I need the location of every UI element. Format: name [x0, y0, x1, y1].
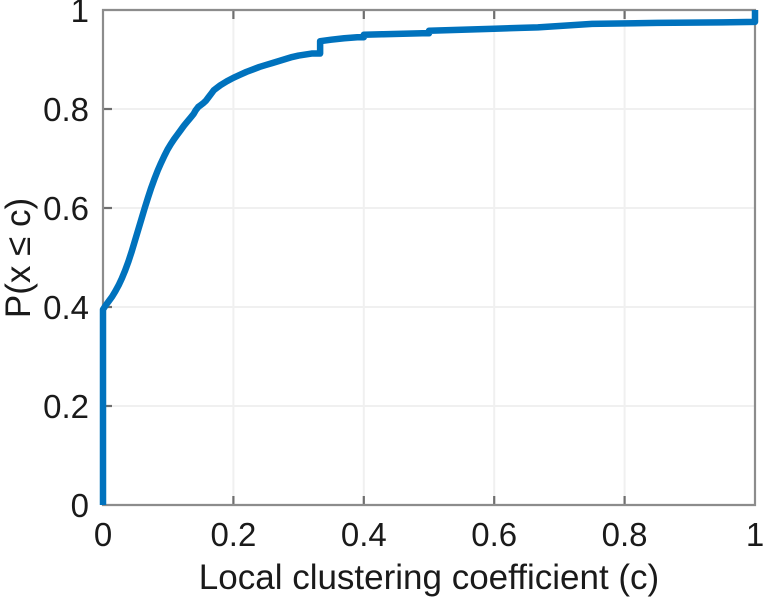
y-tick-label: 0.2 — [43, 388, 89, 425]
y-tick-label: 1 — [71, 0, 89, 29]
grid-lines — [103, 10, 755, 505]
data-series-line-0 — [99, 10, 759, 505]
x-tick-label: 0 — [94, 516, 112, 553]
y-tick-labels: 0 0.2 0.4 0.6 0.8 1 — [43, 0, 89, 524]
x-tick-label: 1 — [746, 516, 764, 553]
y-tick-label: 0 — [71, 487, 89, 524]
x-axis-title: Local clustering coefficient (c) — [199, 558, 659, 597]
tick-marks — [103, 10, 626, 505]
y-tick-label: 0.8 — [43, 91, 89, 128]
x-tick-label: 0.6 — [471, 516, 517, 553]
data-series-layer — [99, 10, 759, 505]
x-tick-label: 0.2 — [210, 516, 256, 553]
x-tick-label: 0.8 — [602, 516, 648, 553]
y-tick-label: 0.6 — [43, 190, 89, 227]
y-tick-label: 0.4 — [43, 289, 89, 326]
x-tick-label: 0.4 — [341, 516, 387, 553]
y-axis-title: P(x ≤ c) — [0, 198, 38, 318]
x-tick-labels: 0 0.2 0.4 0.6 0.8 1 — [94, 516, 764, 553]
